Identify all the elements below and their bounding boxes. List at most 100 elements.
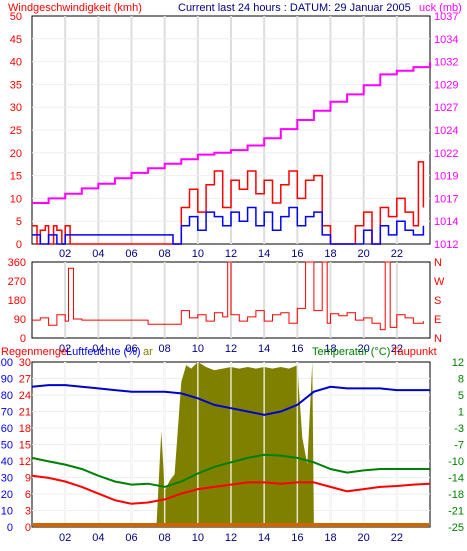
rain-y-tick: 6 <box>25 489 31 501</box>
compass-y-tick: S <box>434 295 441 307</box>
humidity-y-tick: 70 <box>1 407 13 419</box>
pressure-title: uck (mb) <box>419 2 462 14</box>
solar-label: ar <box>143 346 153 358</box>
rain-y-tick: 27 <box>19 374 31 386</box>
climate-x-tick: 22 <box>391 532 403 544</box>
wind-title: Windgeschwindigkeit (kmh) <box>8 2 142 14</box>
humidity-y-tick: 90 <box>1 374 13 386</box>
direction-y-tick: 360 <box>8 257 26 269</box>
pressure-y-tick: 1019 <box>434 171 458 183</box>
wind-x-tick: 06 <box>125 248 137 260</box>
direction-x-tick: 10 <box>192 343 204 355</box>
direction-x-tick: 04 <box>92 343 104 355</box>
climate-x-tick: 16 <box>291 532 303 544</box>
wind-average-line <box>32 206 425 245</box>
wind-x-tick: 04 <box>92 248 104 260</box>
humidity-y-tick: 60 <box>1 423 13 435</box>
pressure-line <box>32 61 431 204</box>
rain-y-tick: 0 <box>25 522 31 534</box>
pressure-y-tick: 1022 <box>434 148 458 160</box>
direction-y-tick: 270 <box>8 276 26 288</box>
pressure-y-tick: 1034 <box>434 34 458 46</box>
humidity-line <box>31 384 430 416</box>
pressure-y-tick: 1029 <box>434 79 458 91</box>
date-header: Current last 24 hours : DATUM: 29 Januar… <box>178 2 411 14</box>
wind-y-tick: 0 <box>16 239 22 251</box>
direction-x-tick: 12 <box>225 343 237 355</box>
pressure-y-tick: 1027 <box>434 102 458 114</box>
wind-x-tick: 10 <box>192 248 204 260</box>
temperature-line <box>31 453 430 488</box>
climate-x-tick: 12 <box>225 532 237 544</box>
rain-y-tick: 21 <box>19 407 31 419</box>
climate-x-tick: 10 <box>192 532 204 544</box>
pressure-y-tick: 1024 <box>434 125 458 137</box>
humidity-y-tick: 100 <box>0 357 13 369</box>
humidity-y-tick: 10 <box>1 506 13 518</box>
climate-x-tick: 04 <box>92 532 104 544</box>
climate-x-tick: 18 <box>324 532 336 544</box>
wind-y-tick: 15 <box>10 171 22 183</box>
humidity-y-tick: 50 <box>1 440 13 452</box>
humidity-y-tick: 0 <box>7 522 13 534</box>
humidity-label: Luftfeuchte (%) <box>66 346 141 358</box>
direction-x-tick: 18 <box>324 343 336 355</box>
wind-x-tick: 22 <box>391 248 403 260</box>
pressure-y-tick: 1017 <box>434 193 458 205</box>
wind-y-tick: 25 <box>10 125 22 137</box>
wind-y-tick: 10 <box>10 193 22 205</box>
climate-x-tick: 14 <box>258 532 270 544</box>
compass-y-tick: E <box>434 314 441 326</box>
direction-x-tick: 16 <box>291 343 303 355</box>
wind-y-tick: 35 <box>10 79 22 91</box>
wind-y-tick: 5 <box>16 216 22 228</box>
rain-bar <box>33 523 429 527</box>
dewpoint-label: Taupunkt <box>392 346 437 358</box>
wind-x-tick: 08 <box>159 248 171 260</box>
rain-y-tick: 9 <box>25 473 31 485</box>
wind-x-tick: 02 <box>59 248 71 260</box>
pressure-y-tick: 1032 <box>434 57 458 69</box>
rain-label: Regenmenge <box>1 346 67 358</box>
humidity-y-tick: 20 <box>1 489 13 501</box>
wind-y-tick: 50 <box>10 11 22 23</box>
rain-y-tick: 30 <box>19 357 31 369</box>
humidity-y-tick: 80 <box>1 390 13 402</box>
rain-y-tick: 18 <box>19 423 31 435</box>
compass-y-tick: N <box>434 333 442 345</box>
temperature-y-tick: 12 <box>452 357 464 369</box>
wind-y-tick: 30 <box>10 102 22 114</box>
temperature-label: Temperatur (°C) <box>312 346 390 358</box>
direction-y-tick: 0 <box>20 333 26 345</box>
direction-x-tick: 02 <box>59 343 71 355</box>
direction-x-tick: 20 <box>358 343 370 355</box>
temperature-y-tick: -3 <box>454 423 464 435</box>
compass-y-tick: N <box>434 257 442 269</box>
climate-x-tick: 08 <box>159 532 171 544</box>
pressure-y-tick: 1014 <box>434 216 458 228</box>
rain-y-tick: 24 <box>19 390 31 402</box>
temperature-y-tick: -25 <box>448 522 464 534</box>
direction-x-tick: 08 <box>159 343 171 355</box>
temperature-y-tick: 8 <box>458 374 464 386</box>
rain-y-tick: 15 <box>19 440 31 452</box>
direction-x-tick: 06 <box>125 343 137 355</box>
pressure-y-tick: 1037 <box>434 11 458 23</box>
pressure-y-tick: 1012 <box>434 239 458 251</box>
wind-x-tick: 20 <box>358 248 370 260</box>
compass-y-tick: W <box>434 276 445 288</box>
solar-area <box>156 362 314 527</box>
temperature-y-tick: 5 <box>458 390 464 402</box>
dewpoint-line <box>31 474 431 505</box>
rain-y-tick: 12 <box>19 456 31 468</box>
climate-x-tick: 02 <box>59 532 71 544</box>
temperature-y-tick: -14 <box>448 473 464 485</box>
direction-line <box>32 261 424 331</box>
temperature-y-tick: -10 <box>448 456 464 468</box>
wind-y-tick: 40 <box>10 57 22 69</box>
wind-x-tick: 18 <box>324 248 336 260</box>
wind-x-tick: 16 <box>291 248 303 260</box>
temperature-y-tick: -21 <box>448 506 464 518</box>
wind-y-tick: 45 <box>10 34 22 46</box>
temperature-y-tick: 1 <box>458 407 464 419</box>
